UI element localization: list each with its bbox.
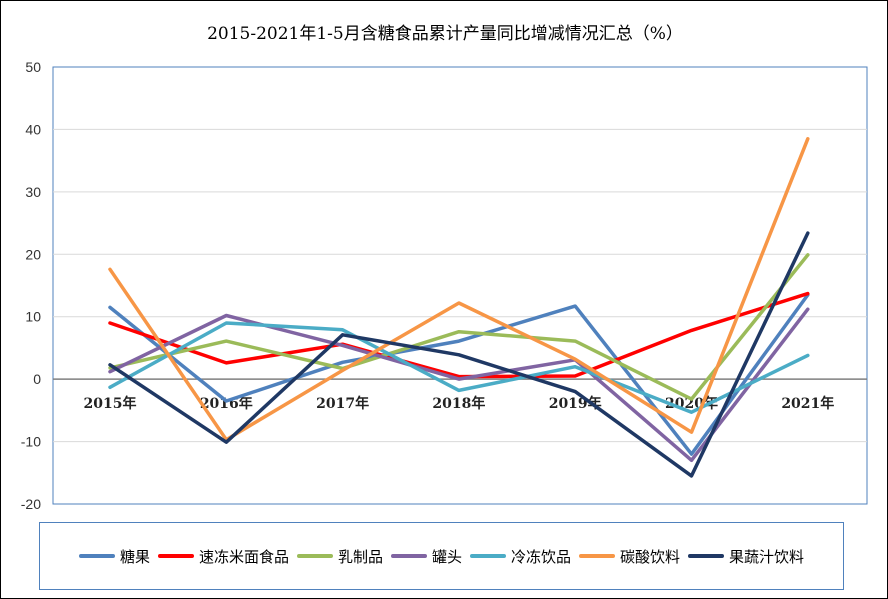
legend-swatch <box>78 554 115 558</box>
legend-swatch <box>688 554 725 558</box>
legend-swatch <box>157 554 194 558</box>
legend-label: 冷冻饮品 <box>511 547 572 566</box>
series-line-7 <box>108 231 810 478</box>
legend-swatch <box>470 554 506 558</box>
y-tick-label: -10 <box>21 434 41 450</box>
legend-item: 罐头 <box>390 546 462 567</box>
series-line-5 <box>108 321 810 414</box>
series-line-3 <box>108 253 810 401</box>
x-tick-label: 2015年 <box>84 395 137 412</box>
legend-item: 冷冻饮品 <box>470 546 571 567</box>
series-line-2 <box>108 291 810 379</box>
x-tick-label: 2021年 <box>781 395 834 412</box>
plot-border <box>52 66 868 505</box>
legend-swatch <box>579 554 616 558</box>
x-tick-label: 2017年 <box>316 395 369 412</box>
y-tick-label: 40 <box>25 121 41 137</box>
legend-label: 碳酸饮料 <box>620 547 681 566</box>
y-tick-label: 20 <box>25 246 41 262</box>
legend-box: 糖果 速冻米面食品 乳制品 罐头 冷冻饮品 碳酸饮料 果蔬汁饮料 <box>39 522 844 590</box>
y-tick-label: 0 <box>33 371 41 387</box>
legend-label: 糖果 <box>119 547 150 566</box>
legend-swatch <box>296 554 333 558</box>
legend-item: 糖果 <box>78 546 150 567</box>
legend: 糖果 速冻米面食品 乳制品 罐头 冷冻饮品 碳酸饮料 果蔬汁饮料 <box>40 523 843 589</box>
legend-label: 果蔬汁饮料 <box>729 547 805 566</box>
legend-item: 速冻米面食品 <box>157 546 289 567</box>
legend-label: 速冻米面食品 <box>198 547 289 566</box>
y-tick-label: -20 <box>21 496 41 512</box>
legend-swatch <box>390 554 427 558</box>
series-line-1 <box>108 293 810 456</box>
legend-label: 罐头 <box>431 547 462 566</box>
y-tick-label: 50 <box>25 59 41 75</box>
y-tick-label: 30 <box>25 184 41 200</box>
chart-title: 2015-2021年1-5月含糖食品累计产量同比增减情况汇总（%） <box>207 24 683 44</box>
series-line-6 <box>108 137 810 442</box>
x-tick-label: 2016年 <box>200 395 253 412</box>
legend-item: 果蔬汁饮料 <box>688 546 804 567</box>
legend-label: 乳制品 <box>337 547 383 566</box>
y-tick-label: 10 <box>25 309 41 325</box>
series-line-4 <box>108 307 810 463</box>
x-tick-label: 2018年 <box>432 395 485 412</box>
legend-item: 碳酸饮料 <box>579 546 680 567</box>
legend-item: 乳制品 <box>296 546 383 567</box>
